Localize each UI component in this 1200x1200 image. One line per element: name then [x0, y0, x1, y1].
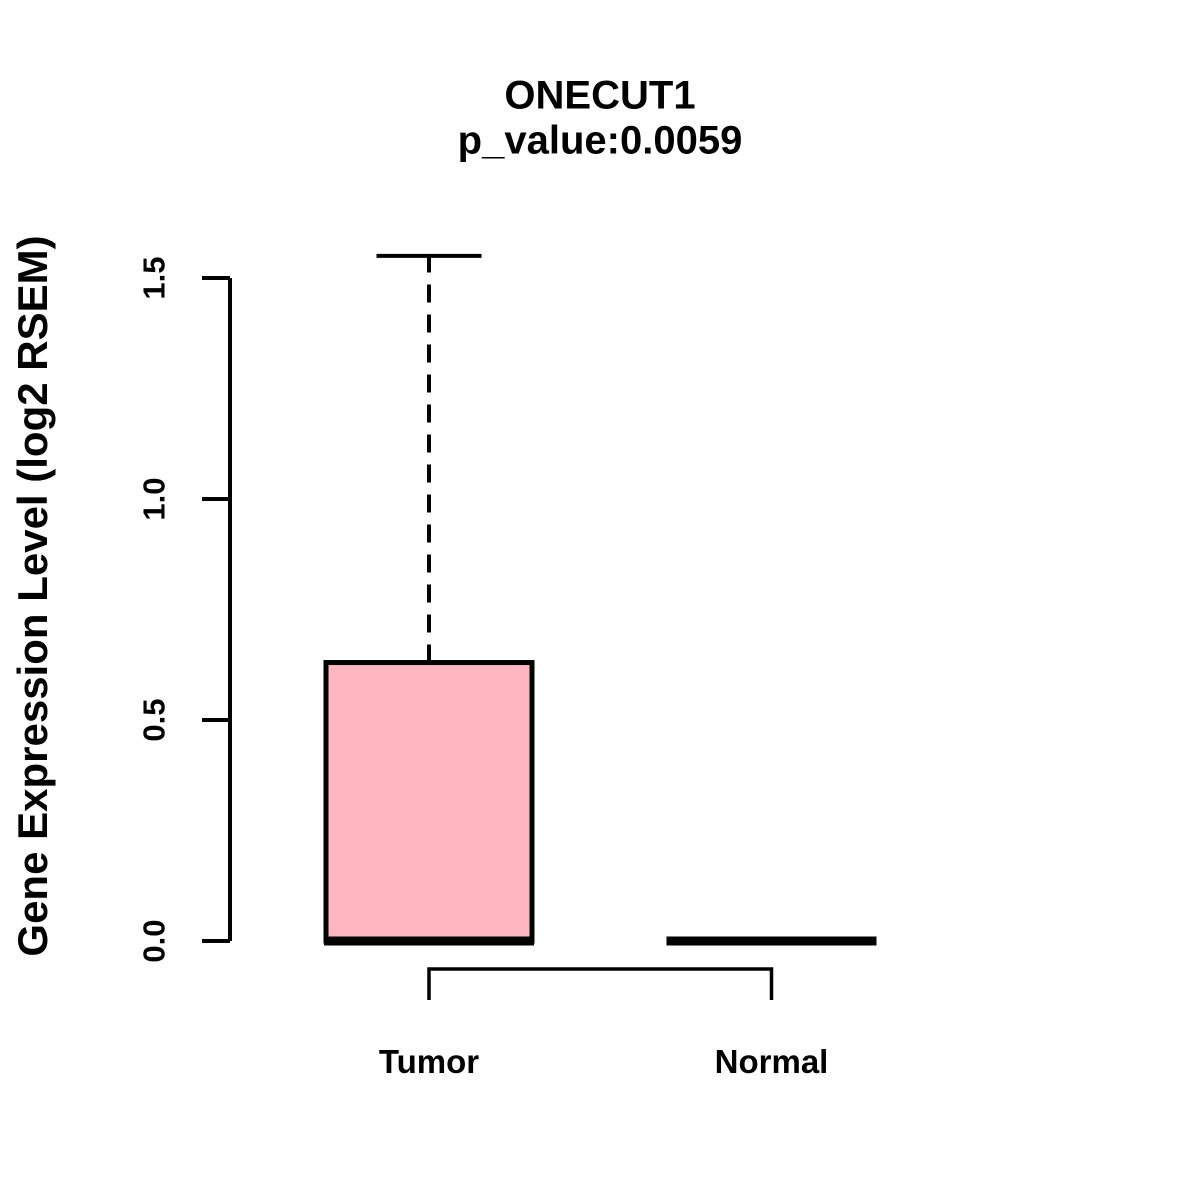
y-axis-tick-label: 0.5 [137, 698, 172, 741]
y-axis-tick-label: 1.0 [137, 477, 172, 520]
x-axis-group-label: Normal [715, 1043, 829, 1080]
box-iqr [323, 660, 535, 944]
comparison-bracket [427, 967, 774, 1000]
chart-subtitle-pvalue: p_value:0.0059 [457, 118, 743, 163]
chart-title: ONECUT1 [504, 73, 696, 118]
y-axis-tick-label: 1.5 [137, 256, 172, 299]
y-axis-tick-label: 0.0 [137, 919, 172, 962]
y-axis-title: Gene Expression Level (log2 RSEM) [9, 235, 56, 957]
x-axis-group-label: Tumor [379, 1043, 479, 1080]
